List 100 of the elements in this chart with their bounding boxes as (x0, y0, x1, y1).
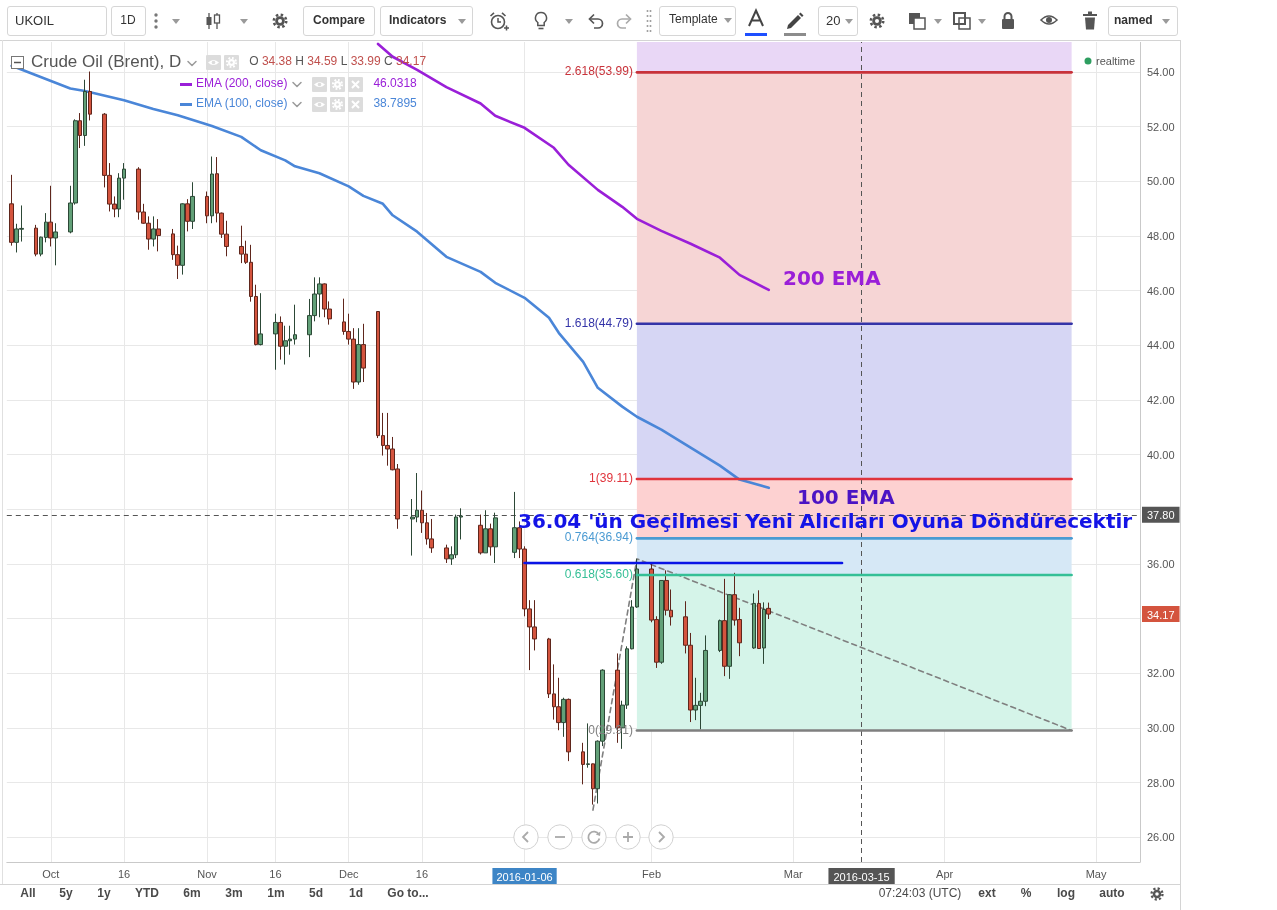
x-tick-label: Dec (338, 867, 359, 880)
candlestick (488, 523, 493, 557)
text: All (20, 886, 36, 901)
candlestick (205, 191, 209, 224)
y-tick-label: 42.00 (1147, 394, 1175, 407)
text: 5y (59, 886, 73, 901)
candlestick (566, 698, 571, 762)
x-tick-label: 16 (117, 867, 131, 880)
candlestick (34, 224, 38, 257)
text: 1m (267, 886, 285, 901)
candlestick (78, 112, 82, 149)
x-tick-label: Mar (783, 867, 804, 880)
candlestick (283, 325, 288, 366)
text: 07:24:03 (UTC) (878, 886, 962, 901)
y-tick-label: 30.00 (1147, 722, 1175, 735)
text: Template (669, 12, 718, 27)
text: 6m (183, 886, 201, 901)
candlestick (757, 589, 761, 650)
candlestick (180, 202, 185, 276)
candlestick (478, 514, 483, 555)
text: log (1057, 886, 1075, 901)
text: auto (1099, 886, 1125, 901)
text: 5d (308, 886, 324, 901)
y-tick-label: 46.00 (1147, 284, 1175, 297)
text: ext (978, 886, 996, 901)
legend-label: EMA (100, close) (196, 96, 288, 111)
x-tick-label: Nov (197, 867, 218, 880)
x-tick-label: 16 (269, 867, 282, 880)
candlestick (718, 619, 722, 653)
y-tick-label: 28.00 (1147, 776, 1175, 789)
candlestick (752, 593, 756, 650)
candlestick (156, 218, 161, 252)
candlestick (483, 509, 488, 554)
x-tick-label: Feb (642, 867, 662, 880)
text: Go to... (387, 886, 429, 901)
candlestick (727, 593, 732, 680)
candlestick (239, 225, 244, 264)
annotation: 1.618(44.79) (564, 316, 633, 331)
candlestick (356, 327, 361, 386)
x-tick-label: May (1085, 867, 1107, 880)
annotation: 0.618(35.60) (564, 567, 633, 582)
x-tick-label: Oct (42, 867, 60, 880)
candlestick (444, 544, 449, 564)
annotation: 46.0318 (373, 76, 417, 91)
ref-line-label: 37.80 (1147, 509, 1175, 522)
candlestick (190, 181, 195, 230)
text: Compare (312, 13, 366, 28)
candlestick (258, 292, 263, 346)
candlestick (722, 578, 727, 677)
candlestick (273, 313, 278, 371)
candlestick (210, 156, 214, 224)
text: 1D (120, 13, 136, 28)
y-tick-label: 44.00 (1147, 339, 1175, 352)
candlestick (361, 323, 366, 383)
annotation: 1(39.11) (589, 471, 633, 486)
x-tick-label: Apr (936, 867, 954, 880)
annotation: 38.7895 (373, 96, 417, 111)
legend-label: EMA (200, close) (196, 76, 288, 91)
candlestick (151, 215, 156, 247)
y-tick-label: 26.00 (1147, 831, 1175, 844)
candlestick (762, 601, 766, 665)
candlestick (581, 742, 585, 785)
text: UKOIL (15, 12, 55, 29)
y-tick-label: 32.00 (1147, 667, 1175, 680)
candlestick (561, 697, 566, 738)
x-tick-label: 16 (415, 867, 429, 880)
candlestick (83, 79, 87, 147)
candlestick (591, 763, 595, 806)
candlestick (766, 602, 771, 620)
text: Crude Oil (Brent), D (31, 51, 182, 72)
text: % (1020, 886, 1032, 901)
annotation: 0.764(36.94) (564, 530, 633, 545)
y-tick-label: 34.17 (1147, 608, 1175, 621)
y-tick-label: 54.00 (1147, 66, 1175, 79)
ref-line-label: 2016-03-15 (833, 870, 890, 883)
y-tick-label: 40.00 (1147, 448, 1175, 461)
text: 20 (826, 12, 841, 29)
candlestick (185, 198, 190, 232)
candlestick (512, 491, 517, 559)
candlestick (659, 579, 664, 665)
annotation: 200 EMA (783, 266, 881, 290)
candlestick (278, 315, 283, 361)
candlestick (9, 174, 14, 247)
candlestick (493, 512, 498, 564)
text: 3m (225, 886, 243, 901)
annotation: 36.04 'ün Geçilmesi Yeni Alıcıları Oyuna Döndürecektir (518, 509, 1133, 533)
annotation: 100 EMA (797, 485, 895, 509)
y-tick-label: 52.00 (1147, 120, 1175, 133)
text: 1y (97, 886, 111, 901)
y-tick-label: 50.00 (1147, 175, 1175, 188)
y-tick-label: 48.00 (1147, 230, 1175, 243)
annotation: 2.618(53.99) (564, 64, 633, 79)
x-tick-label: 2016-01-06 (496, 870, 553, 883)
candlestick (53, 222, 58, 266)
candlestick (88, 71, 92, 121)
candlestick (586, 722, 590, 769)
annotation: realtime (1096, 54, 1136, 68)
text: 1d (348, 886, 364, 901)
candlestick (48, 185, 53, 247)
text: named (1114, 13, 1153, 28)
